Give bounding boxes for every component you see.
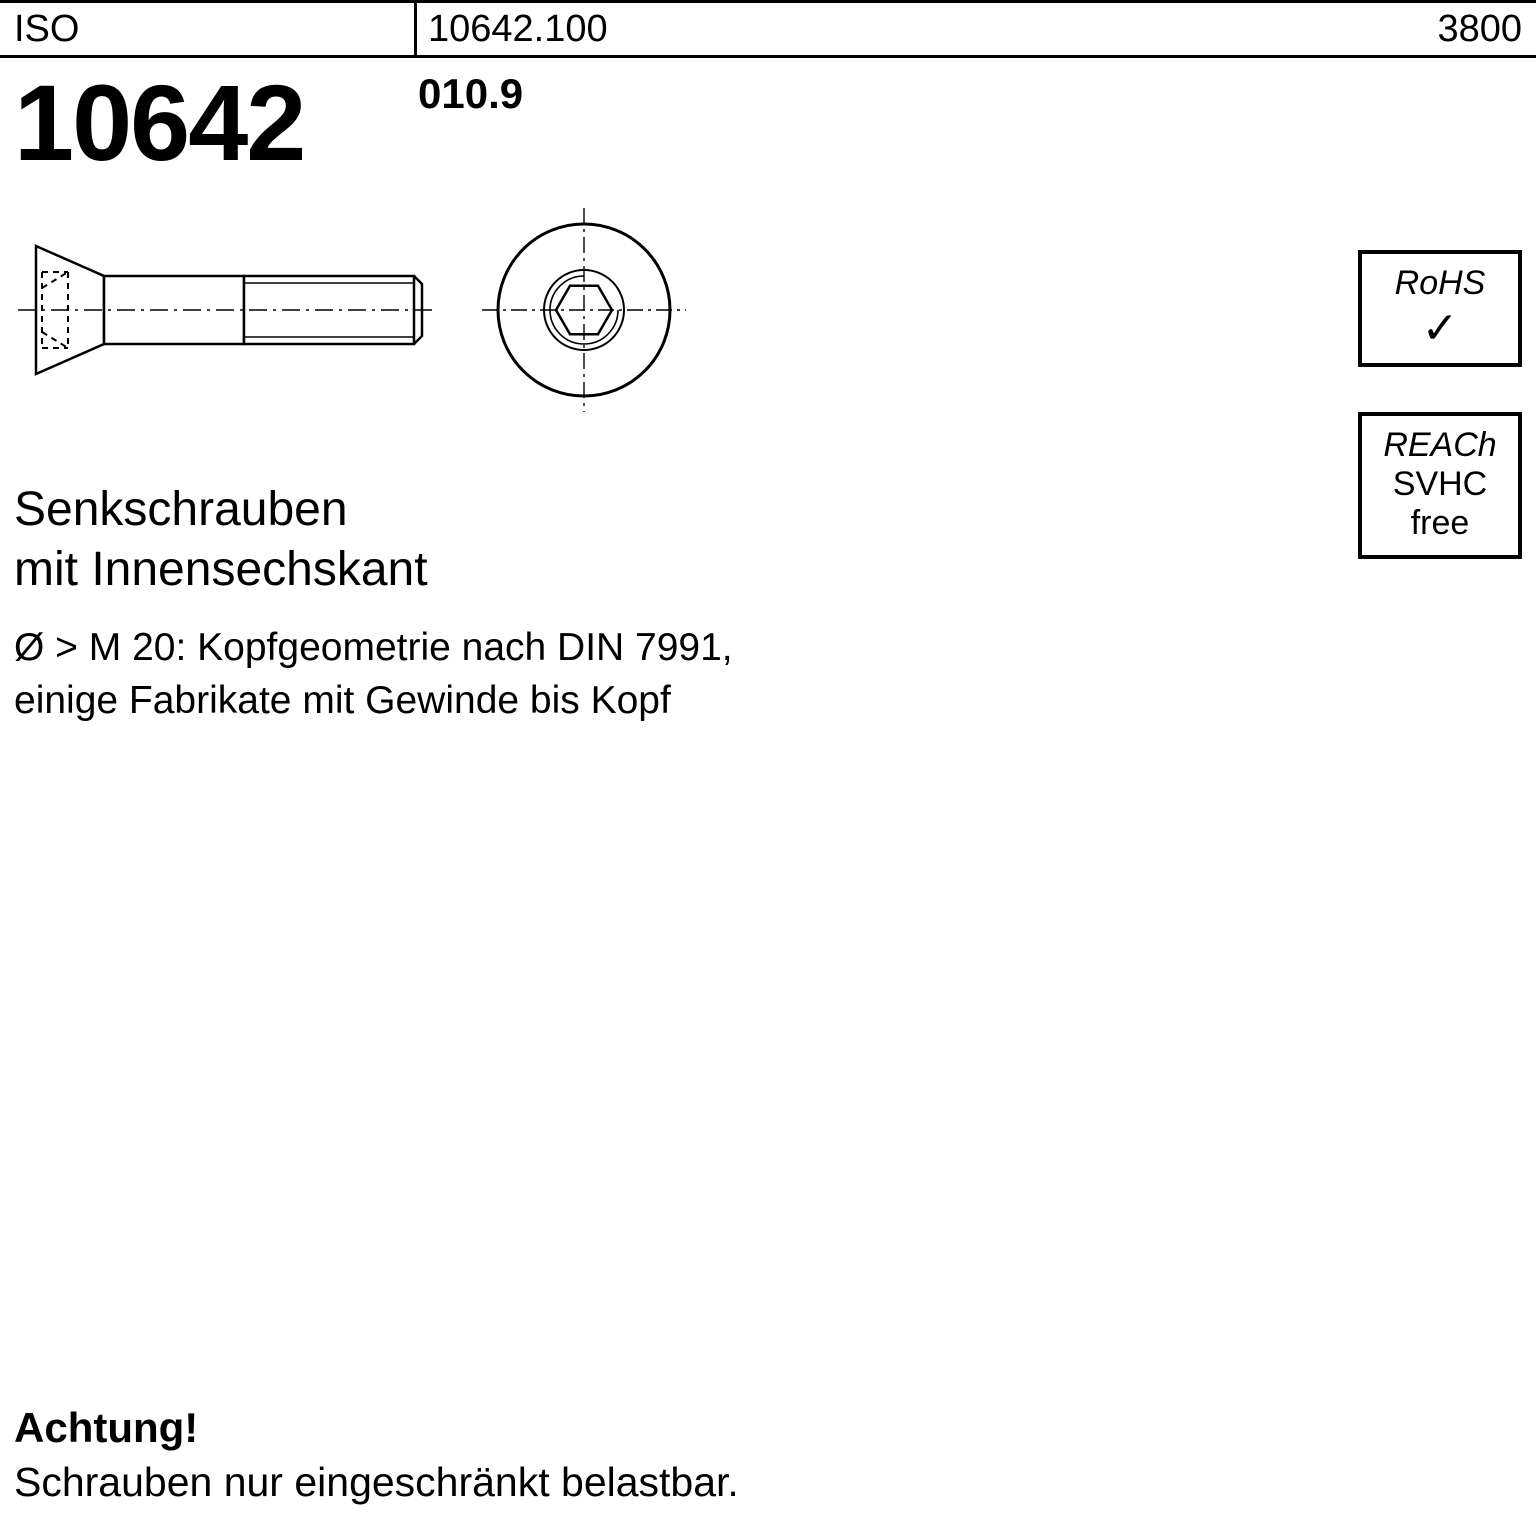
screw-diagram <box>14 210 734 420</box>
attention-title: Achtung! <box>14 1404 198 1452</box>
header-left: ISO <box>14 8 79 51</box>
reach-line-1: REACh <box>1366 426 1514 465</box>
product-note: Ø > M 20: Kopfgeometrie nach DIN 7991, e… <box>14 622 733 727</box>
reach-line-3: free <box>1366 504 1514 543</box>
header-mid: 10642.100 <box>428 8 608 51</box>
reach-badge: REACh SVHC free <box>1358 412 1522 559</box>
product-title: Senkschrauben mit Innensechskant <box>14 480 428 600</box>
check-icon: ✓ <box>1366 307 1514 351</box>
rohs-label: RoHS <box>1366 264 1514 303</box>
attention-body: Schrauben nur eingeschränkt belastbar. <box>14 1459 739 1506</box>
header-divider-1 <box>414 0 417 58</box>
title-line-1: Senkschrauben <box>14 483 348 536</box>
strength-class: 010.9 <box>418 70 523 118</box>
header-top-rule <box>0 0 1536 3</box>
body-line-1: Ø > M 20: Kopfgeometrie nach DIN 7991, <box>14 626 733 669</box>
standard-number: 10642 <box>14 60 304 185</box>
title-line-2: mit Innensechskant <box>14 543 428 596</box>
reach-line-2: SVHC <box>1366 465 1514 504</box>
rohs-badge: RoHS ✓ <box>1358 250 1522 367</box>
header-bottom-rule <box>0 55 1536 58</box>
header-right: 3800 <box>1437 8 1522 51</box>
body-line-2: einige Fabrikate mit Gewinde bis Kopf <box>14 679 671 722</box>
